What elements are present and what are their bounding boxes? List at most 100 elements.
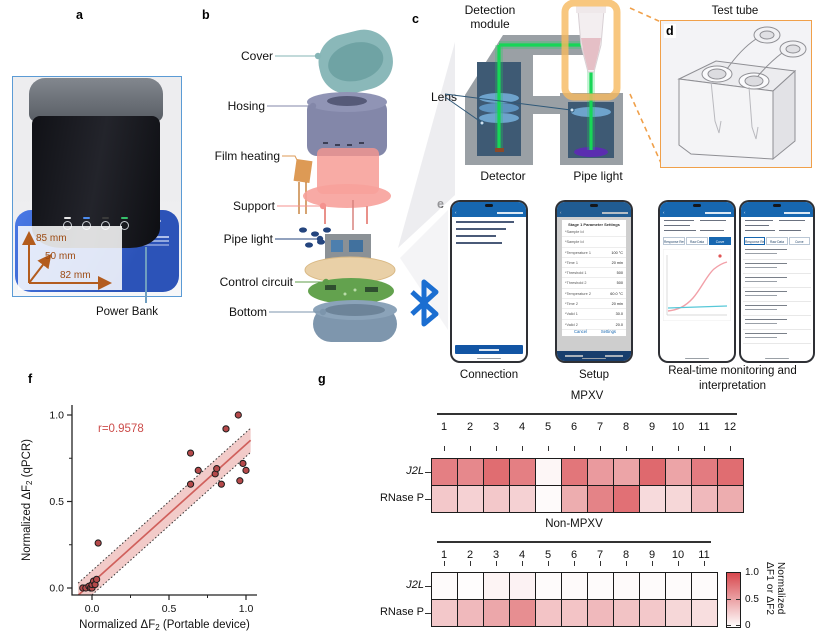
label-bottom: Bottom — [229, 305, 267, 319]
label-pipe-light: Pipe light — [224, 232, 274, 246]
camera-notch — [485, 203, 493, 207]
x-axis-title: Normalized ΔF2 (Portable device) — [79, 619, 250, 632]
pipe-light-label: Pipe light — [573, 169, 623, 183]
heatmap-cell — [509, 485, 536, 513]
depth-arrow — [28, 253, 52, 284]
panel-letter-f: f — [28, 372, 33, 386]
panel-letter-c: c — [412, 12, 419, 26]
heatmap-column-label: 5 — [544, 421, 552, 433]
phone-connection: ‹ — [450, 200, 528, 363]
panel-letter-g: g — [318, 372, 326, 386]
result-entry-text — [745, 249, 787, 251]
tab-response-result: Response Result — [744, 237, 766, 245]
heatmap-cell — [431, 599, 458, 627]
settings-button: Settings — [600, 328, 616, 334]
heatmap-title: MPXV — [570, 390, 604, 402]
power-bank-label: Power Bank — [95, 306, 158, 318]
run-info-text — [779, 230, 801, 232]
phone-setup-screen: ‹ Stage 1 Parameter Settings *Sample Id *… — [557, 202, 631, 361]
panel-letter-b: b — [202, 8, 210, 22]
heatmap-column-label: 12 — [723, 421, 737, 433]
detection-module-diagram: Detection module — [431, 0, 623, 183]
panel-letter-d: d — [664, 24, 676, 38]
parameter-row: *Valid 1 30.0 — [562, 309, 626, 320]
caption-connection: Connection — [459, 369, 519, 381]
scatter-plot: 0.0 0.5 1.0 0.0 0.5 1.0 r=0.9578 Normalized ΔF2… — [21, 405, 257, 632]
heatmap-cell — [457, 458, 484, 486]
run-info-text — [700, 230, 724, 232]
heatmap-column-label: 1 — [440, 549, 448, 561]
heatmap-column-label: 4 — [518, 549, 526, 561]
label-film-heating: Film heating — [215, 149, 280, 163]
heatmap-column-label: 3 — [492, 549, 500, 561]
heatmap-column-tick — [704, 446, 706, 451]
heatmap-cell — [561, 458, 588, 486]
run-info-text — [700, 220, 726, 222]
result-entry-text — [745, 319, 787, 321]
heatmap-cell — [483, 485, 510, 513]
heatmap-cell — [457, 599, 484, 627]
home-indicator — [765, 357, 789, 359]
home-indicator — [582, 357, 606, 359]
detector-chip — [495, 148, 504, 152]
scatter-point — [242, 466, 250, 474]
heatmap-cell — [613, 485, 640, 513]
parameter-row: *Sample Id — [562, 237, 626, 248]
panel-letter-a: a — [76, 8, 83, 22]
cover-part — [318, 29, 393, 94]
heatmap-cell — [561, 485, 588, 513]
lens-label: Lens — [431, 90, 457, 104]
heatmap-cell — [535, 572, 562, 600]
heatmap-cell — [457, 572, 484, 600]
test-tube-box — [660, 20, 812, 168]
phone-curve-screen: ‹ Response Result Raw Data Curve — [660, 202, 734, 361]
colorbar-dash — [727, 625, 731, 626]
confidence-band — [78, 428, 251, 595]
app-header: ‹ — [741, 208, 813, 217]
tab-raw-data: Raw Data — [766, 237, 788, 245]
scatter-point — [186, 449, 195, 457]
heatmap-cell — [613, 458, 640, 486]
colorbar-tick-05: 0.5 — [745, 594, 759, 605]
portable-device — [29, 78, 163, 248]
heatmap-column-tick — [496, 561, 498, 566]
label-support: Support — [233, 199, 276, 213]
x-tick-label: 0.5 — [162, 603, 177, 615]
zoom-wedge-b-to-c — [398, 42, 455, 248]
heatmap-cell — [483, 572, 510, 600]
heatmap-column-tick — [470, 446, 472, 451]
band-upper-edge — [77, 427, 251, 584]
heatmap-column-label: 10 — [671, 549, 685, 561]
app-header: ‹ — [557, 208, 631, 217]
dialog-title: Stage 1 Parameter Settings — [568, 222, 620, 227]
phone-setup: ‹ Stage 1 Parameter Settings *Sample Id *… — [555, 200, 633, 363]
run-info-text — [745, 225, 769, 227]
heatmap-column-tick — [444, 561, 446, 566]
regression-line — [77, 439, 252, 595]
correlation-annotation: r=0.9578 — [98, 423, 144, 435]
home-indicator — [685, 357, 709, 359]
heatmap-column-tick — [652, 446, 654, 451]
heatmap-cell — [665, 485, 692, 513]
parameter-row: *Valid 2 20.0 — [562, 320, 626, 330]
test-tube-title: Test tube — [711, 5, 759, 17]
result-entry-text — [745, 333, 787, 335]
device-photo: 85 mm 50 mm 82 mm — [12, 76, 182, 297]
dim-depth-label: 50 mm — [45, 251, 76, 262]
heatmap-title-rule — [437, 541, 711, 543]
heatmap-cell — [535, 458, 562, 486]
test-tube-drawing — [677, 26, 807, 161]
detection-module-title-1: Detection — [465, 3, 516, 17]
heatmap-row-label: RNase P — [379, 491, 424, 504]
scatter-point — [217, 480, 225, 488]
dim-width-label: 82 mm — [60, 270, 91, 281]
caption-setup: Setup — [578, 369, 610, 381]
back-icon: ‹ — [744, 210, 746, 215]
heatmap-column-label: 7 — [596, 421, 604, 433]
heatmap-column-label: 7 — [596, 549, 604, 561]
colorbar-dash — [736, 625, 740, 626]
run-info-text — [745, 220, 773, 222]
heatmap-column-tick — [704, 561, 706, 566]
